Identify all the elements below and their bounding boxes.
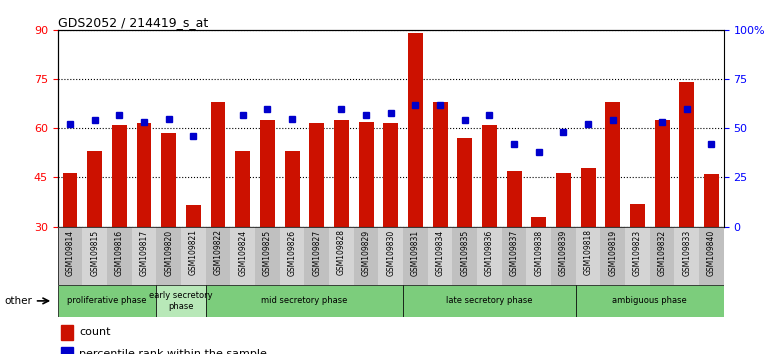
- Bar: [428, 227, 453, 285]
- Bar: [186, 205, 201, 227]
- Text: GSM109828: GSM109828: [337, 229, 346, 275]
- Bar: [260, 120, 275, 227]
- Text: GSM109817: GSM109817: [139, 229, 149, 276]
- Bar: [576, 227, 601, 285]
- Bar: [433, 102, 447, 227]
- Text: GSM109836: GSM109836: [485, 229, 494, 276]
- Text: GSM109829: GSM109829: [362, 229, 370, 276]
- Text: GSM109822: GSM109822: [213, 229, 223, 275]
- Text: GDS2052 / 214419_s_at: GDS2052 / 214419_s_at: [58, 16, 208, 29]
- Text: GSM109826: GSM109826: [288, 229, 296, 276]
- Text: GSM109840: GSM109840: [707, 229, 716, 276]
- Text: GSM109814: GSM109814: [65, 229, 75, 276]
- Bar: [156, 285, 206, 317]
- Bar: [61, 325, 73, 340]
- Bar: [625, 227, 650, 285]
- Bar: [699, 227, 724, 285]
- Text: other: other: [5, 296, 32, 306]
- Text: GSM109825: GSM109825: [263, 229, 272, 276]
- Text: GSM109823: GSM109823: [633, 229, 642, 276]
- Bar: [206, 285, 403, 317]
- Bar: [654, 120, 670, 227]
- Text: GSM109816: GSM109816: [115, 229, 124, 276]
- Text: GSM109821: GSM109821: [189, 229, 198, 275]
- Text: GSM109835: GSM109835: [460, 229, 469, 276]
- Bar: [556, 172, 571, 227]
- Bar: [576, 285, 724, 317]
- Text: proliferative phase: proliferative phase: [67, 296, 147, 306]
- Bar: [280, 227, 304, 285]
- Bar: [82, 227, 107, 285]
- Text: count: count: [79, 327, 111, 337]
- Bar: [304, 227, 329, 285]
- Bar: [679, 82, 695, 227]
- Bar: [132, 227, 156, 285]
- Bar: [675, 227, 699, 285]
- Text: GSM109820: GSM109820: [164, 229, 173, 276]
- Bar: [457, 138, 472, 227]
- Bar: [551, 227, 576, 285]
- Text: GSM109832: GSM109832: [658, 229, 667, 276]
- Bar: [403, 285, 576, 317]
- Bar: [236, 151, 250, 227]
- Bar: [482, 125, 497, 227]
- Bar: [383, 124, 398, 227]
- Text: early secretory
phase: early secretory phase: [149, 291, 213, 310]
- Bar: [334, 120, 349, 227]
- Text: GSM109838: GSM109838: [534, 229, 544, 276]
- Text: GSM109830: GSM109830: [387, 229, 395, 276]
- Bar: [477, 227, 502, 285]
- Text: GSM109831: GSM109831: [411, 229, 420, 276]
- Text: GSM109834: GSM109834: [436, 229, 444, 276]
- Bar: [156, 227, 181, 285]
- Bar: [58, 227, 82, 285]
- Bar: [630, 204, 644, 227]
- Bar: [527, 227, 551, 285]
- Text: GSM109833: GSM109833: [682, 229, 691, 276]
- Bar: [378, 227, 403, 285]
- Bar: [502, 227, 527, 285]
- Bar: [211, 102, 226, 227]
- Bar: [255, 227, 280, 285]
- Text: GSM109839: GSM109839: [559, 229, 568, 276]
- Text: mid secretory phase: mid secretory phase: [261, 296, 347, 306]
- Bar: [62, 172, 78, 227]
- Bar: [581, 168, 595, 227]
- Bar: [605, 102, 620, 227]
- Bar: [206, 227, 230, 285]
- Text: GSM109815: GSM109815: [90, 229, 99, 276]
- Bar: [61, 347, 73, 354]
- Text: GSM109819: GSM109819: [608, 229, 618, 276]
- Bar: [359, 122, 373, 227]
- Bar: [310, 124, 324, 227]
- Text: ambiguous phase: ambiguous phase: [612, 296, 687, 306]
- Bar: [453, 227, 477, 285]
- Bar: [704, 174, 719, 227]
- Bar: [408, 33, 423, 227]
- Bar: [285, 151, 300, 227]
- Bar: [162, 133, 176, 227]
- Bar: [58, 285, 156, 317]
- Bar: [353, 227, 378, 285]
- Bar: [403, 227, 428, 285]
- Text: percentile rank within the sample: percentile rank within the sample: [79, 349, 267, 354]
- Bar: [87, 151, 102, 227]
- Bar: [181, 227, 206, 285]
- Bar: [230, 227, 255, 285]
- Bar: [507, 171, 521, 227]
- Text: GSM109837: GSM109837: [510, 229, 519, 276]
- Text: late secretory phase: late secretory phase: [446, 296, 533, 306]
- Bar: [112, 125, 127, 227]
- Text: GSM109818: GSM109818: [584, 229, 593, 275]
- Bar: [650, 227, 675, 285]
- Text: GSM109824: GSM109824: [238, 229, 247, 276]
- Bar: [137, 124, 152, 227]
- Text: GSM109827: GSM109827: [313, 229, 321, 276]
- Bar: [531, 217, 546, 227]
- Bar: [329, 227, 353, 285]
- Bar: [107, 227, 132, 285]
- Bar: [601, 227, 625, 285]
